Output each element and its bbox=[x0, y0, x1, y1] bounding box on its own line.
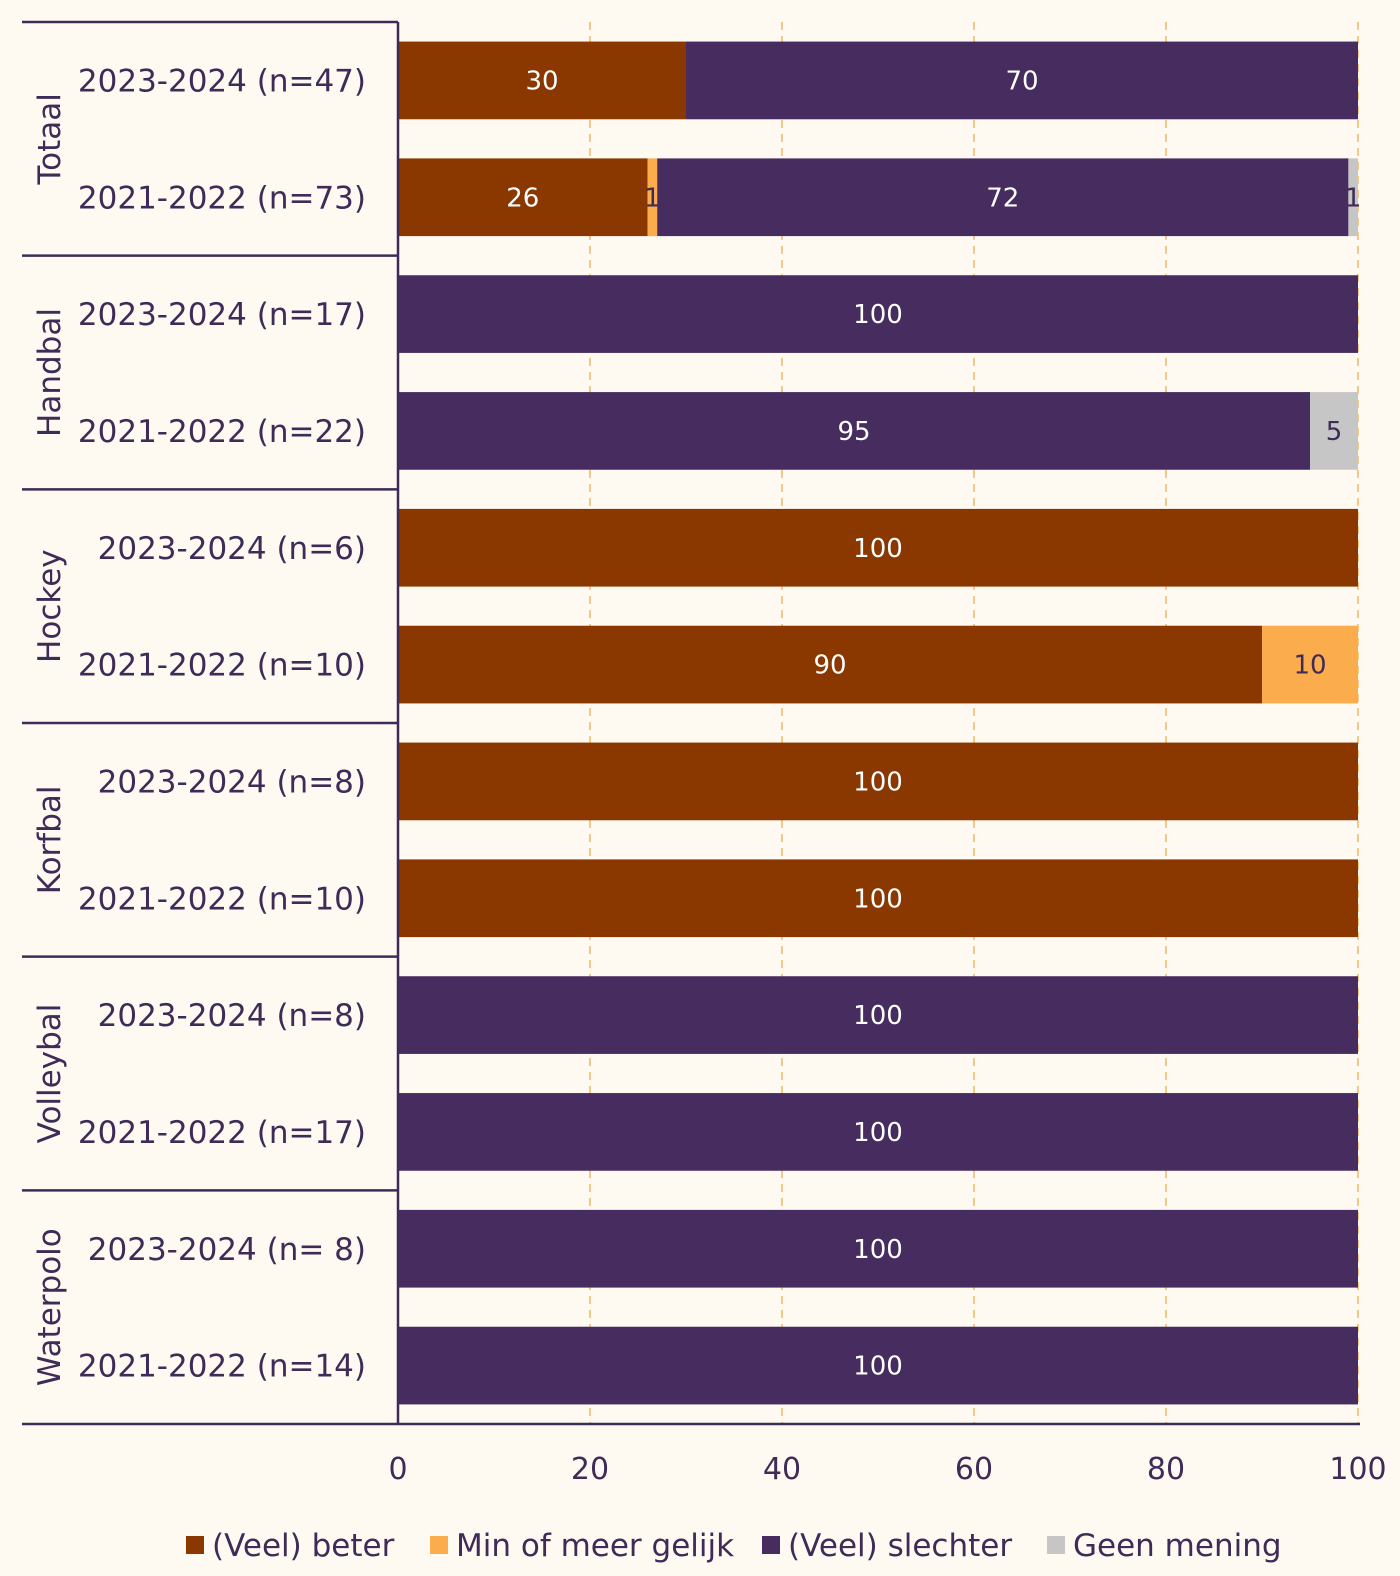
bar-segment-3-1-0 bbox=[398, 859, 1358, 938]
data-label: 100 bbox=[853, 767, 903, 797]
data-label: 5 bbox=[1326, 417, 1343, 447]
category-label: 2023-2024 (n=6) bbox=[98, 531, 366, 567]
category-label: 2021-2022 (n=10) bbox=[78, 881, 366, 917]
bar-segment-2-1-1 bbox=[1262, 625, 1358, 704]
category-label: 2023-2024 (n=8) bbox=[98, 764, 366, 800]
category-label: 2021-2022 (n=10) bbox=[78, 648, 366, 684]
x-tick-label: 20 bbox=[571, 1452, 609, 1487]
bar-segment-2-1-0 bbox=[398, 625, 1262, 704]
category-label: 2023-2024 (n=17) bbox=[78, 297, 366, 333]
bar-segment-1-1-2 bbox=[398, 392, 1310, 470]
data-label: 100 bbox=[853, 1001, 903, 1031]
x-tick-label: 100 bbox=[1329, 1452, 1386, 1487]
data-label: 100 bbox=[853, 534, 903, 564]
group-label: Waterpolo bbox=[32, 1228, 68, 1386]
x-tick-label: 80 bbox=[1147, 1452, 1185, 1487]
group-label: Handbal bbox=[32, 308, 68, 437]
bar-segment-4-1-2 bbox=[398, 1093, 1358, 1171]
legend-swatch-0 bbox=[186, 1536, 204, 1554]
data-label: 90 bbox=[813, 651, 846, 681]
data-label: 100 bbox=[853, 1235, 903, 1265]
category-label: 2021-2022 (n=14) bbox=[78, 1349, 366, 1385]
data-label: 100 bbox=[853, 300, 903, 330]
category-label: 2021-2022 (n=17) bbox=[78, 1115, 366, 1151]
legend-entry: (Veel) slechter bbox=[788, 1528, 1012, 1564]
bar-segment-4-0-2 bbox=[398, 976, 1358, 1054]
bar-segment-2-0-0 bbox=[398, 508, 1358, 587]
data-label: 26 bbox=[506, 183, 539, 213]
legend-swatch-2 bbox=[762, 1536, 780, 1554]
category-label: 2021-2022 (n=73) bbox=[78, 180, 366, 216]
x-tick-label: 60 bbox=[955, 1452, 993, 1487]
data-label: 70 bbox=[1005, 66, 1038, 96]
data-label: 30 bbox=[525, 66, 558, 96]
data-label: 100 bbox=[853, 1118, 903, 1148]
bar-segment-5-0-2 bbox=[398, 1209, 1358, 1288]
data-label: 1 bbox=[1345, 183, 1362, 213]
legend-entry: Geen mening bbox=[1073, 1528, 1282, 1564]
bar-segment-5-1-2 bbox=[398, 1326, 1358, 1405]
legend-entry: (Veel) beter bbox=[212, 1528, 395, 1564]
x-tick-label: 40 bbox=[763, 1452, 801, 1487]
group-label: Totaal bbox=[32, 93, 68, 185]
bar-segment-0-1-2 bbox=[657, 158, 1349, 237]
data-label: 95 bbox=[837, 417, 870, 447]
group-label: Volleybal bbox=[32, 1004, 68, 1144]
category-label: 2021-2022 (n=22) bbox=[78, 414, 366, 450]
category-label: 2023-2024 (n=8) bbox=[98, 998, 366, 1034]
data-label: 100 bbox=[853, 884, 903, 914]
category-label: 2023-2024 (n= 8) bbox=[88, 1232, 366, 1268]
bar-segment-1-0-2 bbox=[398, 275, 1358, 353]
group-label: Hockey bbox=[32, 549, 68, 663]
bar-segment-0-0-0 bbox=[398, 41, 686, 120]
bar-segment-0-1-3 bbox=[1348, 158, 1358, 237]
x-tick-label: 0 bbox=[388, 1452, 407, 1487]
bar-segment-0-1-0 bbox=[398, 158, 648, 237]
category-label: 2023-2024 (n=47) bbox=[78, 63, 366, 99]
data-label: 10 bbox=[1293, 651, 1326, 681]
group-label: Korfbal bbox=[32, 785, 68, 894]
data-label: 1 bbox=[644, 183, 661, 213]
bar-segment-1-1-3 bbox=[1310, 392, 1358, 470]
bar-segment-0-0-2 bbox=[686, 41, 1358, 120]
bar-segment-0-1-1 bbox=[647, 158, 658, 237]
data-label: 100 bbox=[853, 1352, 903, 1382]
legend-entry: Min of meer gelijk bbox=[456, 1528, 734, 1564]
bar-segment-3-0-0 bbox=[398, 742, 1358, 821]
legend-swatch-3 bbox=[1047, 1536, 1065, 1554]
legend-swatch-1 bbox=[430, 1536, 448, 1554]
data-label: 72 bbox=[986, 183, 1019, 213]
